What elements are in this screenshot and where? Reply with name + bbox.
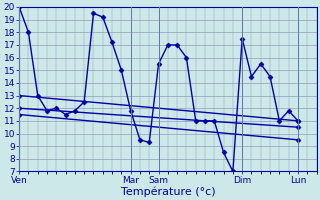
- X-axis label: Température (°c): Température (°c): [121, 186, 215, 197]
